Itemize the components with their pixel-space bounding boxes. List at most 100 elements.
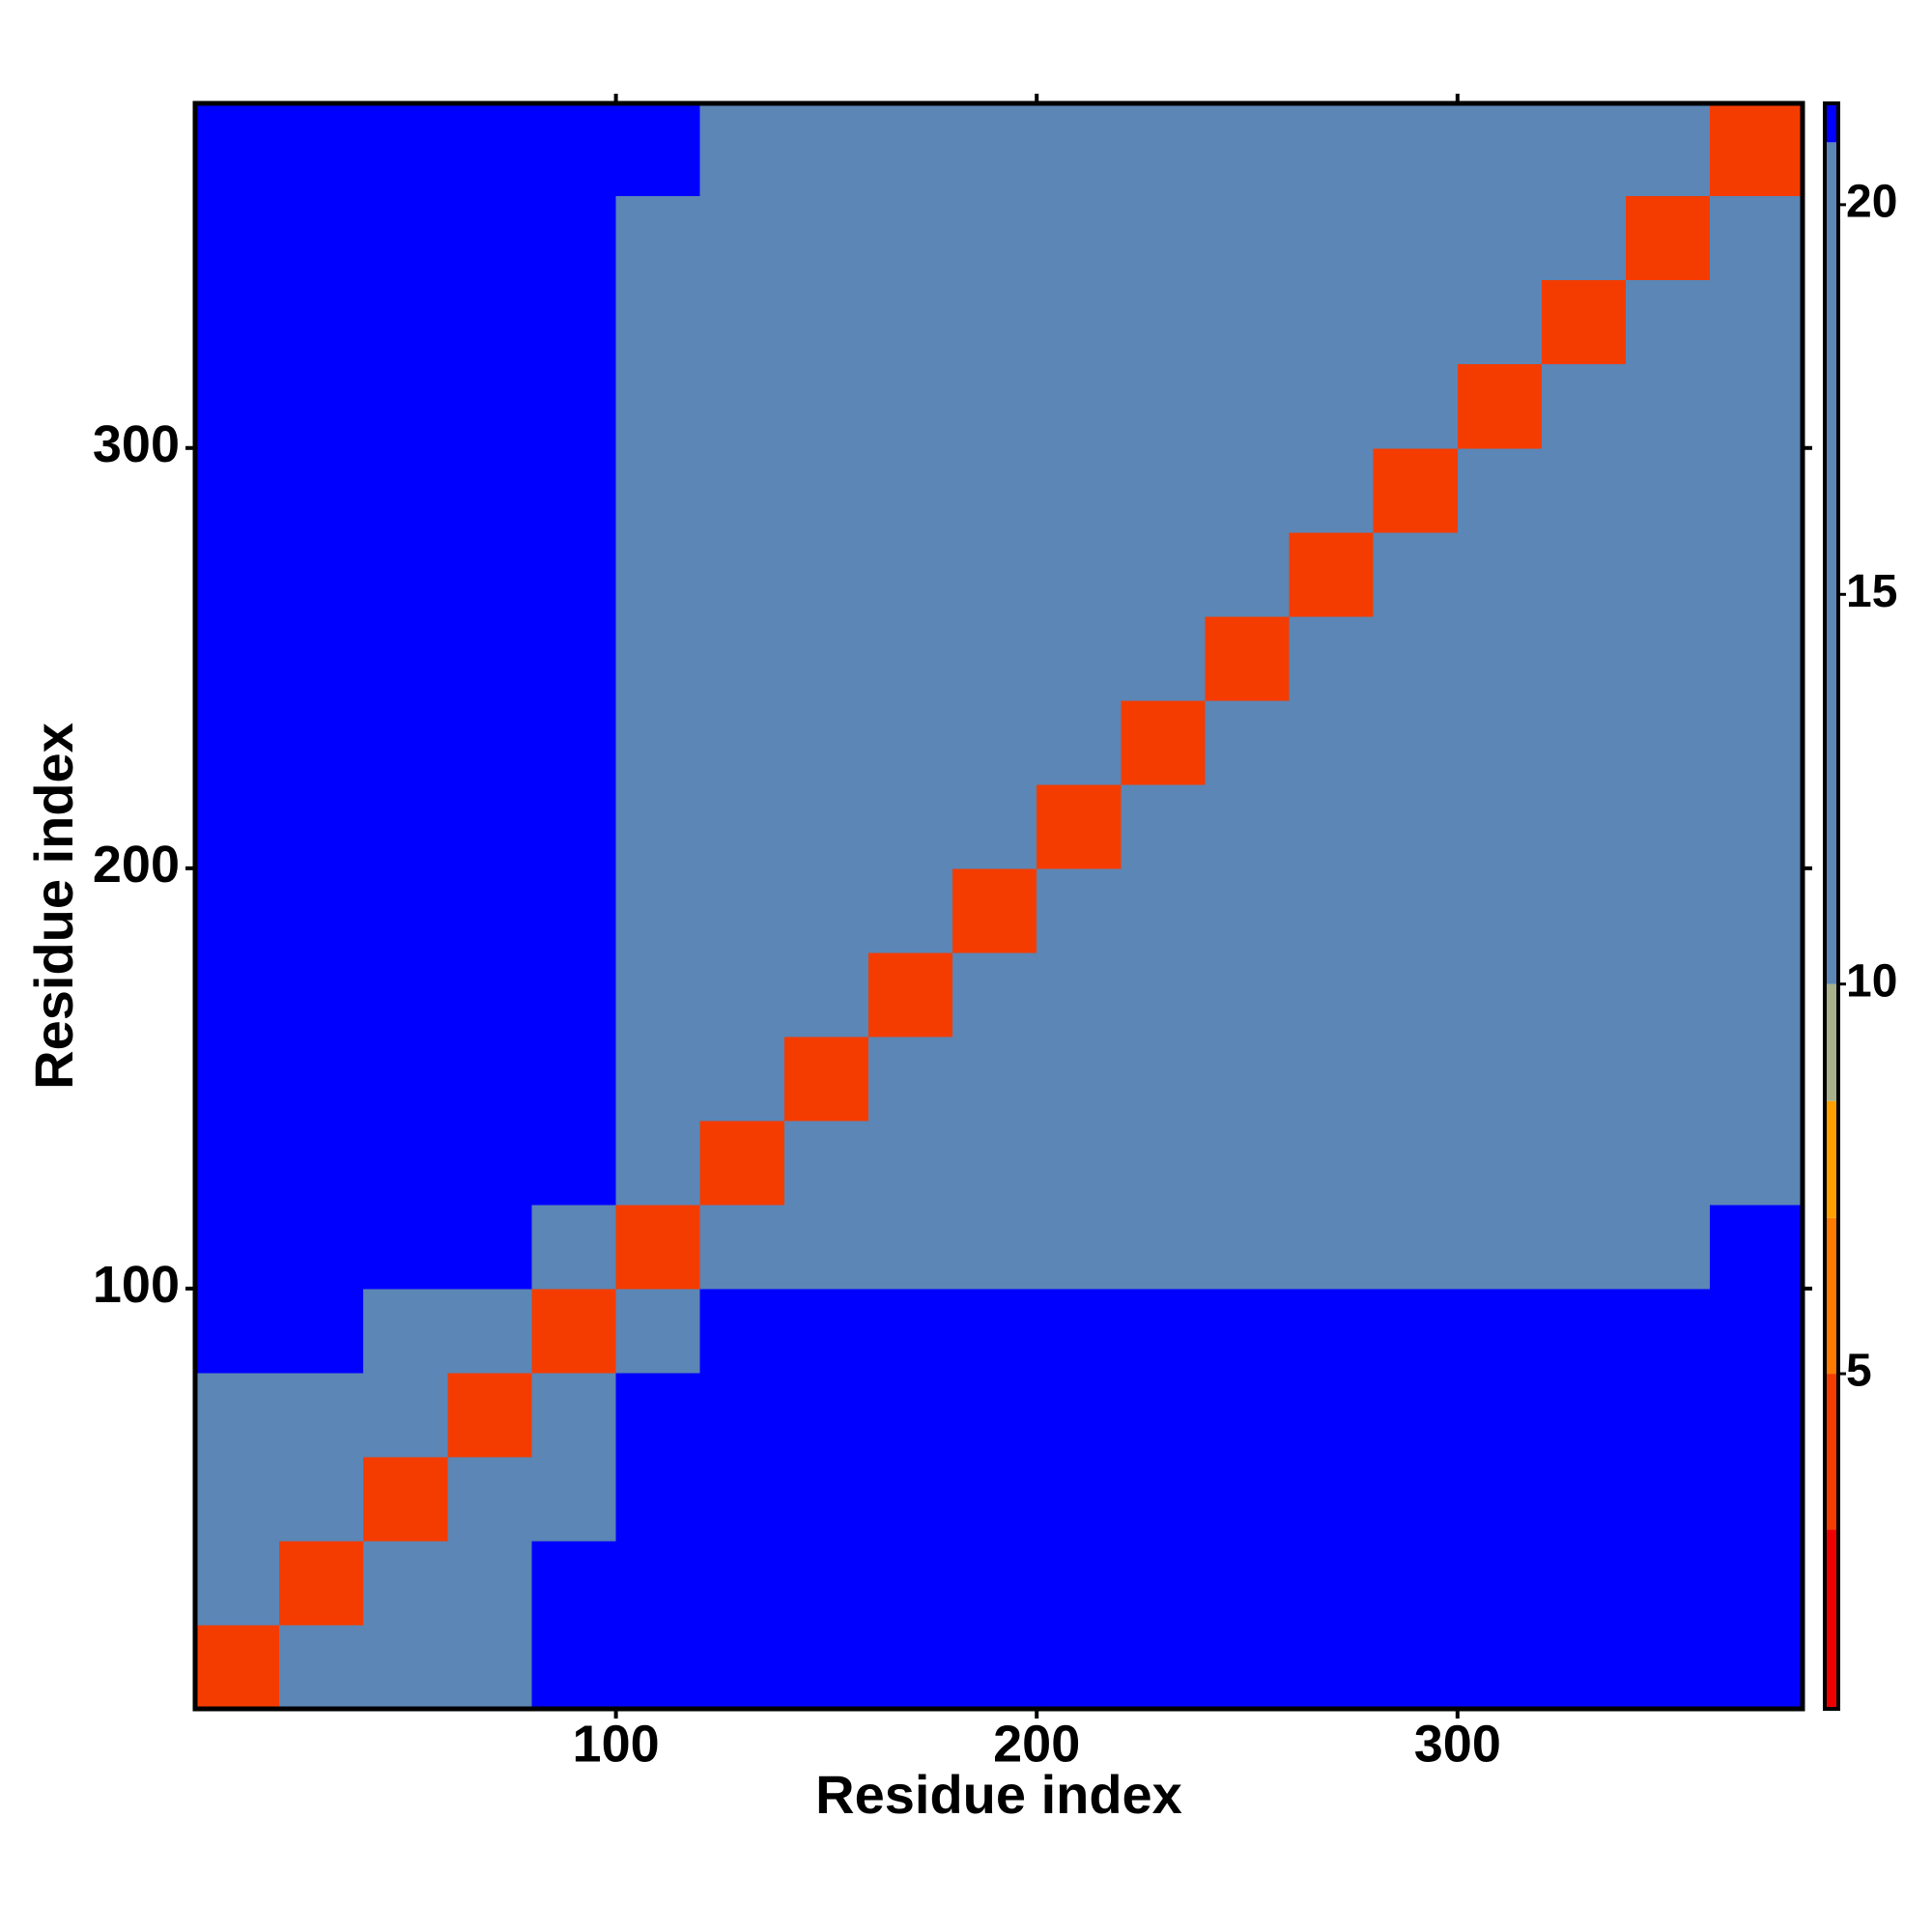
cell bbox=[1710, 1624, 1804, 1710]
cell bbox=[1289, 1204, 1375, 1290]
cell bbox=[279, 1540, 364, 1626]
cell bbox=[279, 279, 364, 365]
cell bbox=[867, 531, 953, 617]
cell bbox=[1289, 279, 1375, 365]
cell bbox=[1626, 1288, 1711, 1374]
cell bbox=[615, 103, 701, 197]
cell bbox=[1457, 699, 1543, 785]
cell bbox=[1121, 363, 1206, 449]
cell bbox=[447, 615, 532, 701]
x-tick-label: 200 bbox=[993, 1715, 1080, 1773]
cell bbox=[867, 699, 953, 785]
cell bbox=[867, 783, 953, 869]
cell bbox=[1373, 952, 1459, 1037]
cell bbox=[531, 279, 617, 365]
cell bbox=[531, 1372, 617, 1458]
y-tick-label: 300 bbox=[93, 415, 180, 473]
cell bbox=[531, 195, 617, 281]
cell bbox=[952, 447, 1037, 533]
cell bbox=[867, 447, 953, 533]
cell bbox=[615, 531, 701, 617]
cell bbox=[1541, 1120, 1627, 1206]
cell bbox=[1457, 195, 1543, 281]
cell bbox=[531, 1456, 617, 1542]
cell bbox=[615, 783, 701, 869]
cell bbox=[1626, 531, 1711, 617]
cell bbox=[952, 1120, 1037, 1206]
cell bbox=[195, 1624, 280, 1710]
cell bbox=[1626, 1624, 1711, 1710]
cell bbox=[1710, 615, 1804, 701]
cell bbox=[615, 363, 701, 449]
cell bbox=[952, 1204, 1037, 1290]
cell bbox=[1710, 867, 1804, 953]
cell bbox=[1205, 279, 1291, 365]
cell bbox=[531, 531, 617, 617]
cell bbox=[363, 952, 448, 1037]
cell bbox=[1373, 699, 1459, 785]
cell bbox=[1626, 447, 1711, 533]
cell bbox=[699, 1540, 785, 1626]
cell bbox=[447, 1372, 532, 1458]
cell bbox=[1541, 1288, 1627, 1374]
cell bbox=[1541, 363, 1627, 449]
cell bbox=[1205, 1288, 1291, 1374]
colorbar-tick-label: 20 bbox=[1846, 177, 1897, 228]
cell bbox=[699, 447, 785, 533]
cell bbox=[952, 363, 1037, 449]
cell bbox=[195, 615, 280, 701]
cell bbox=[783, 1036, 869, 1122]
cell bbox=[952, 699, 1037, 785]
cell bbox=[1037, 1204, 1122, 1290]
x-tick-label: 100 bbox=[573, 1715, 660, 1773]
cell bbox=[531, 783, 617, 869]
cell bbox=[531, 1288, 617, 1374]
cell bbox=[867, 103, 953, 197]
cell bbox=[615, 195, 701, 281]
cell bbox=[699, 1372, 785, 1458]
cell bbox=[1541, 279, 1627, 365]
cell bbox=[783, 1288, 869, 1374]
cell bbox=[867, 1288, 953, 1374]
cell bbox=[867, 1036, 953, 1122]
cell bbox=[363, 783, 448, 869]
cell bbox=[1457, 1204, 1543, 1290]
cell bbox=[1289, 1120, 1375, 1206]
cell bbox=[867, 1204, 953, 1290]
y-axis-title: Residue index bbox=[23, 723, 84, 1090]
cell bbox=[279, 363, 364, 449]
cell bbox=[1457, 1540, 1543, 1626]
cell bbox=[783, 1540, 869, 1626]
cell bbox=[867, 1540, 953, 1626]
cell bbox=[1289, 952, 1375, 1037]
x-axis-title: Residue index bbox=[815, 1764, 1182, 1825]
cell bbox=[1457, 1456, 1543, 1542]
cell bbox=[867, 1120, 953, 1206]
cell bbox=[1289, 1456, 1375, 1542]
cell bbox=[1457, 531, 1543, 617]
cell bbox=[195, 699, 280, 785]
cell bbox=[1037, 447, 1122, 533]
cell bbox=[279, 1204, 364, 1290]
cell bbox=[1037, 1624, 1122, 1710]
cell bbox=[1457, 783, 1543, 869]
cell bbox=[1205, 1372, 1291, 1458]
cell bbox=[1205, 1456, 1291, 1542]
cell bbox=[952, 783, 1037, 869]
cell bbox=[531, 952, 617, 1037]
cell bbox=[1037, 783, 1122, 869]
cell bbox=[1037, 103, 1122, 197]
cell bbox=[1121, 1456, 1206, 1542]
cell bbox=[279, 783, 364, 869]
cell bbox=[1037, 699, 1122, 785]
cell bbox=[1037, 867, 1122, 953]
cell bbox=[1289, 447, 1375, 533]
cell bbox=[531, 363, 617, 449]
cell bbox=[1205, 699, 1291, 785]
cell bbox=[1373, 1456, 1459, 1542]
colorbar-band bbox=[1825, 142, 1838, 984]
cell bbox=[1121, 783, 1206, 869]
cell bbox=[1626, 867, 1711, 953]
cell bbox=[1710, 1036, 1804, 1122]
cell bbox=[1373, 103, 1459, 197]
